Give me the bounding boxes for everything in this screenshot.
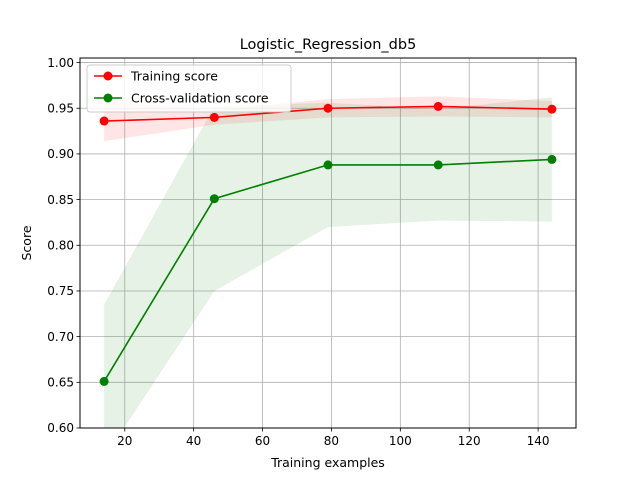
- legend-box: [86, 64, 292, 113]
- series-1-point: [99, 376, 109, 386]
- x-tick-label: 120: [458, 434, 481, 448]
- y-tick-label: 0.75: [47, 284, 74, 298]
- legend: Training score Cross-validation score: [86, 64, 292, 113]
- y-tick-label: 0.80: [47, 238, 74, 252]
- series-1-point: [547, 154, 557, 164]
- x-tick-label: 140: [527, 434, 550, 448]
- y-tick-label: 1.00: [47, 56, 74, 70]
- y-tick-label: 0.65: [47, 376, 74, 390]
- x-tick-label: 20: [117, 434, 132, 448]
- series-1-point: [323, 160, 333, 170]
- series-0-point: [99, 116, 109, 126]
- x-tick-label: 60: [255, 434, 270, 448]
- y-tick-label: 0.70: [47, 330, 74, 344]
- x-axis-label: Training examples: [270, 455, 385, 470]
- series-0-point: [547, 104, 557, 114]
- series-1-point: [209, 194, 219, 204]
- series-1-point: [433, 160, 443, 170]
- x-tick-label: 80: [324, 434, 339, 448]
- series-0-point: [433, 101, 443, 111]
- series-0-point: [209, 112, 219, 122]
- y-tick-label: 0.95: [47, 101, 74, 115]
- y-axis-label: Score: [19, 225, 34, 260]
- y-tick-label: 0.60: [47, 421, 74, 435]
- x-tick-label: 40: [186, 434, 201, 448]
- axis-ticks: 20 40 60 80 100 120 140 0.60 0.65 0.70 0.75 0.80 0.8…: [47, 56, 549, 448]
- series-1-band: [104, 97, 552, 428]
- series-lines: [99, 101, 557, 386]
- y-tick-label: 0.85: [47, 193, 74, 207]
- confidence-bands: [104, 96, 552, 428]
- plot-frame: [79, 57, 577, 429]
- x-tick-label: 100: [389, 434, 412, 448]
- chart-title: Logistic_Regression_db5: [240, 37, 417, 53]
- legend-cv-label: Cross-validation score: [131, 91, 269, 106]
- series-0-point: [323, 103, 333, 113]
- legend-cv-marker: [103, 93, 113, 103]
- grid-lines: [80, 58, 576, 429]
- legend-training-marker: [103, 71, 113, 81]
- y-tick-label: 0.90: [47, 147, 74, 161]
- legend-training-label: Training score: [130, 69, 218, 84]
